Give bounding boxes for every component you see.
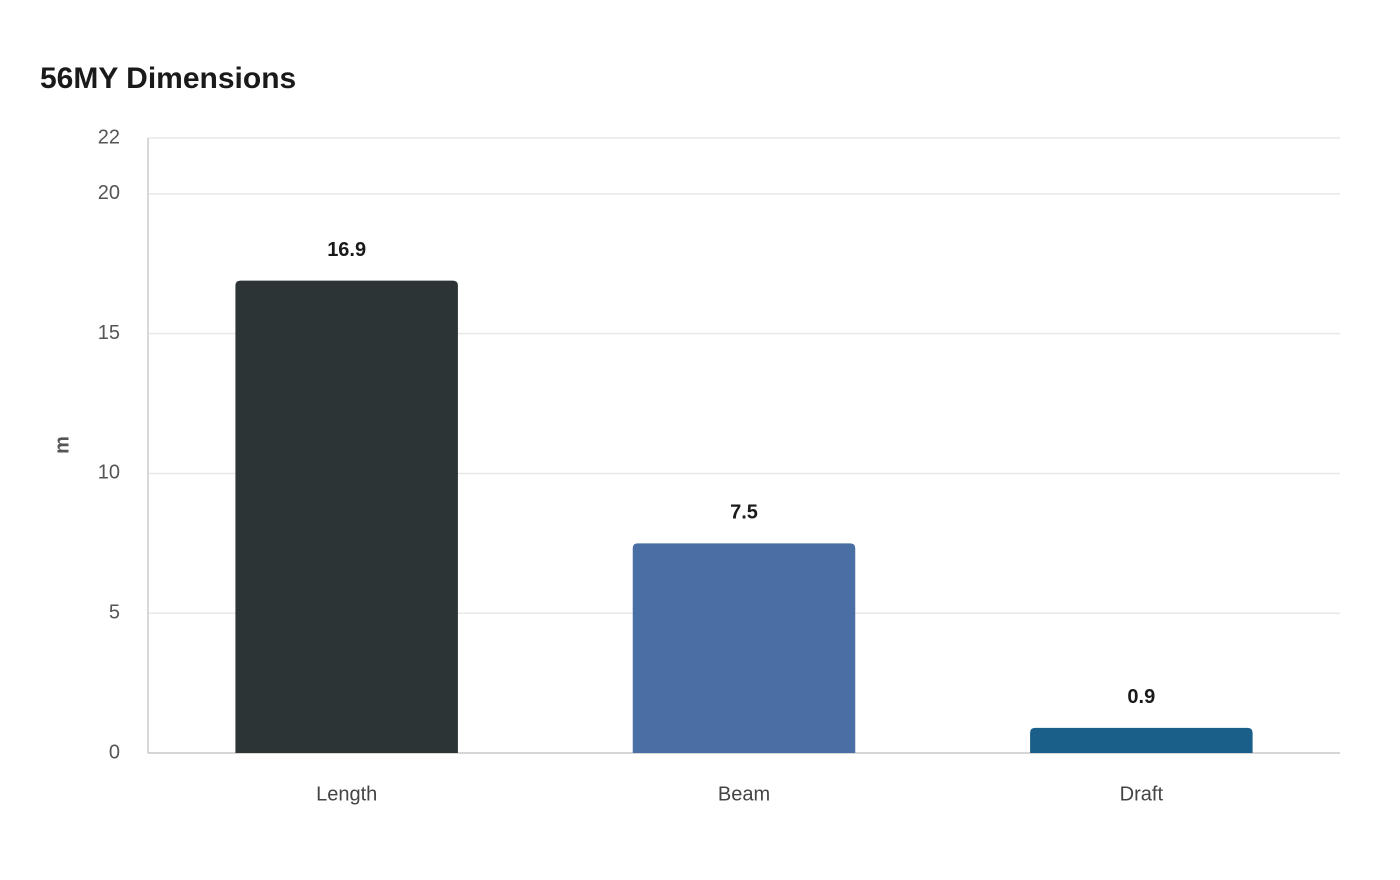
y-tick-label: 22 [98, 126, 120, 148]
y-axis-label: m [51, 436, 73, 454]
y-tick-label: 15 [98, 322, 120, 344]
data-label: 0.9 [1127, 686, 1155, 708]
x-tick-label: Draft [1120, 783, 1164, 805]
chart-title: 56MY Dimensions [40, 62, 296, 95]
x-tick-label: Length [316, 783, 377, 805]
bar [632, 543, 856, 753]
y-tick-label: 20 [98, 182, 120, 204]
bar [1030, 727, 1253, 753]
data-label: 7.5 [730, 502, 758, 524]
y-tick-label: 5 [109, 602, 120, 624]
bar [235, 280, 458, 753]
x-tick-label: Beam [718, 783, 770, 805]
y-tick-label: 10 [98, 462, 120, 484]
data-label: 16.9 [327, 239, 366, 261]
y-tick-label: 0 [109, 741, 120, 763]
